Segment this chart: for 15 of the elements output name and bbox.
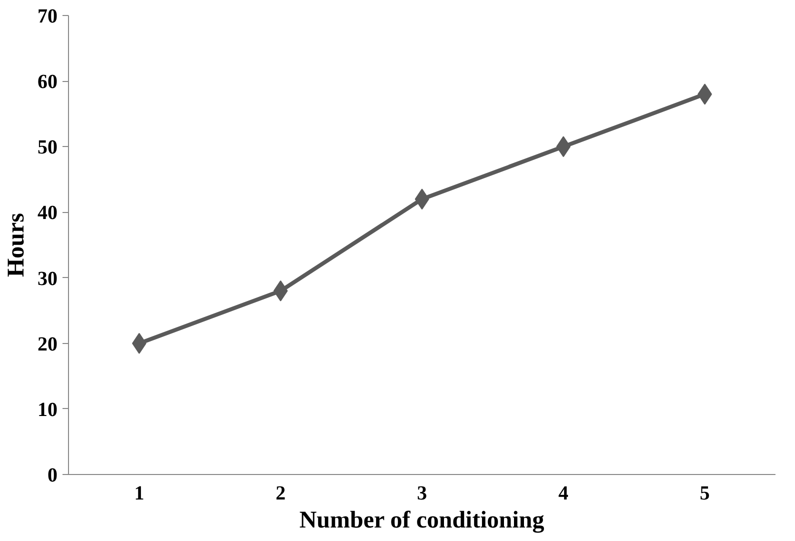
y-axis-title: Hours — [4, 212, 30, 278]
x-tick-label: 2 — [276, 482, 286, 504]
y-tick-label: 60 — [38, 71, 58, 94]
y-tick-label: 40 — [38, 202, 58, 224]
y-tick-label: 10 — [38, 398, 58, 421]
y-tick-label: 20 — [38, 333, 58, 356]
x-tick-label: 1 — [134, 482, 144, 504]
x-tick-label: 3 — [417, 482, 427, 504]
x-tick-label: 4 — [558, 482, 568, 504]
y-tick-label: 0 — [48, 464, 58, 486]
x-axis-title: Number of conditioning — [299, 508, 544, 534]
y-tick-label: 50 — [38, 136, 58, 159]
x-tick-label: 5 — [700, 482, 710, 504]
y-tick-label: 70 — [38, 6, 58, 28]
y-tick-label: 30 — [38, 268, 58, 290]
